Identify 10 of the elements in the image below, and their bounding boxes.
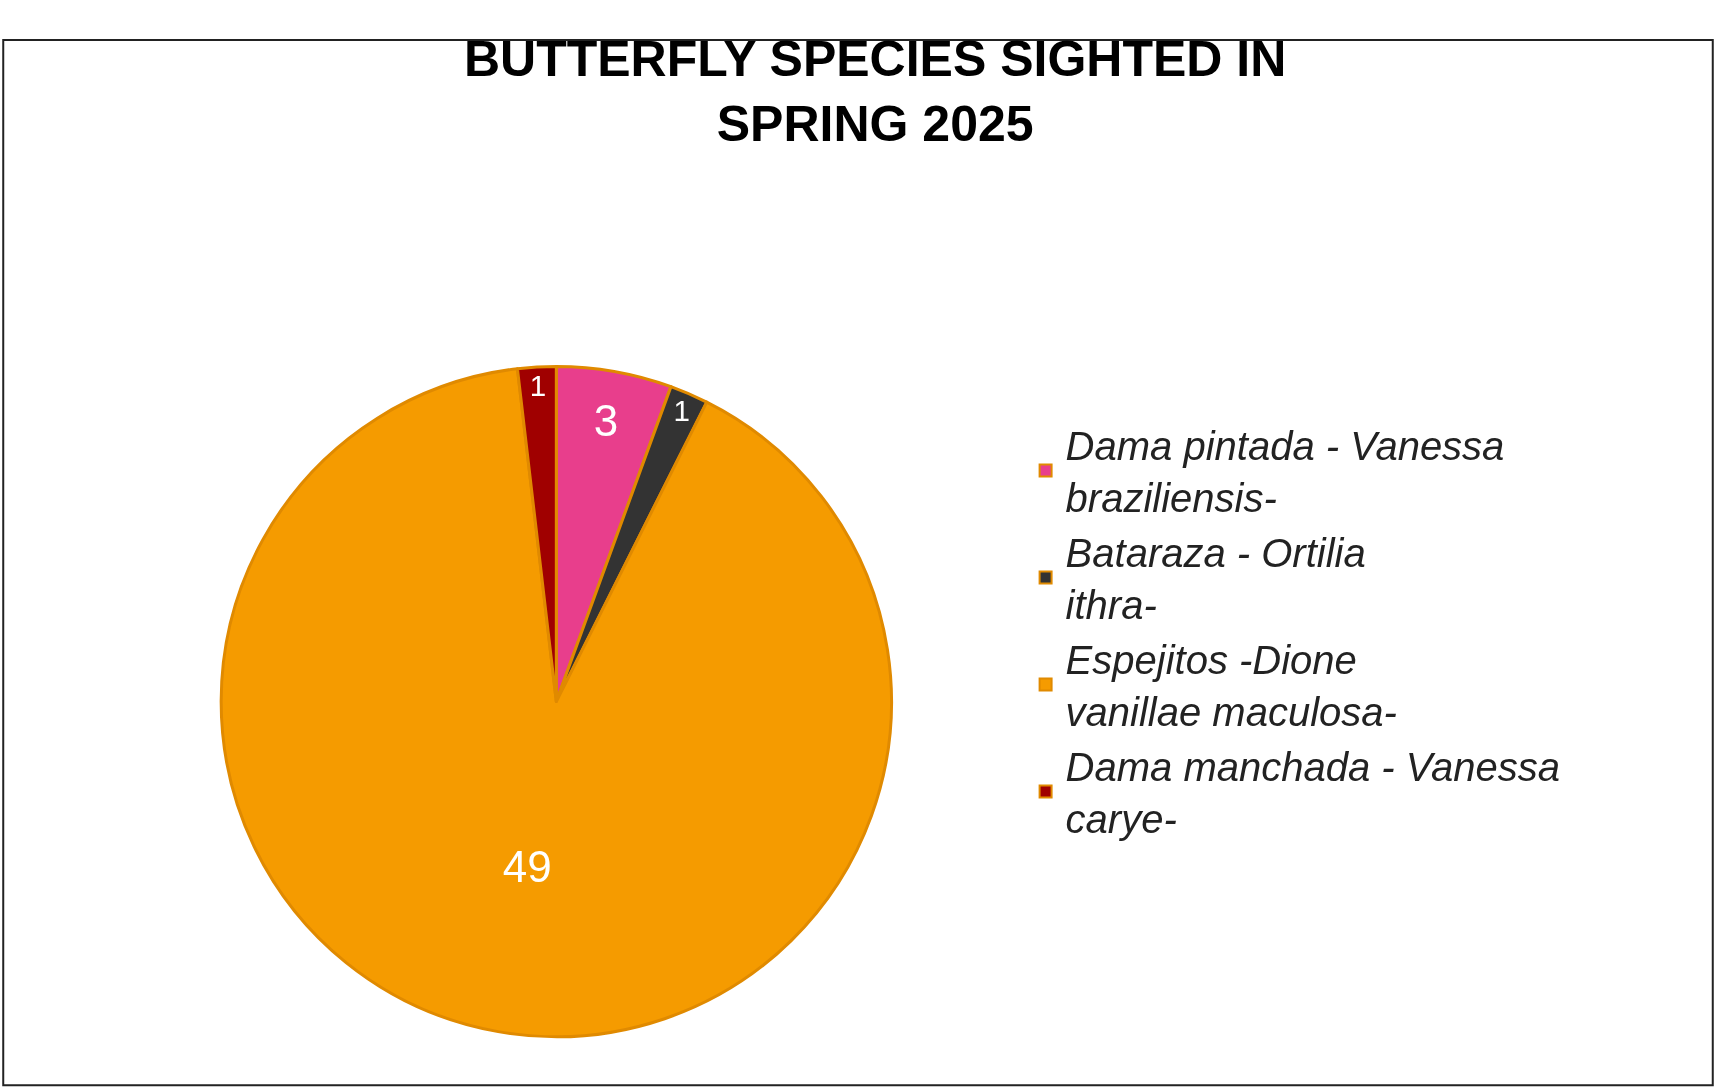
legend-label: Bataraza - Ortilia ithra- (1065, 531, 1366, 628)
pie-slice (219, 367, 893, 1038)
legend-label: Dama manchada - Vanessa carye- (1065, 745, 1560, 842)
data-label: 1 (529, 368, 547, 402)
data-label: 49 (502, 842, 552, 892)
chart-title: BUTTERFLY SPECIES SIGHTED IN SPRING 2025 (463, 31, 1287, 153)
legend-label: Espejitos -Dione vanillae maculosa- (1065, 638, 1397, 735)
data-label: 1 (673, 394, 690, 428)
legend-label: Dama pintada - Vanessa braziliensis- (1065, 424, 1505, 521)
data-label: 3 (593, 395, 619, 445)
